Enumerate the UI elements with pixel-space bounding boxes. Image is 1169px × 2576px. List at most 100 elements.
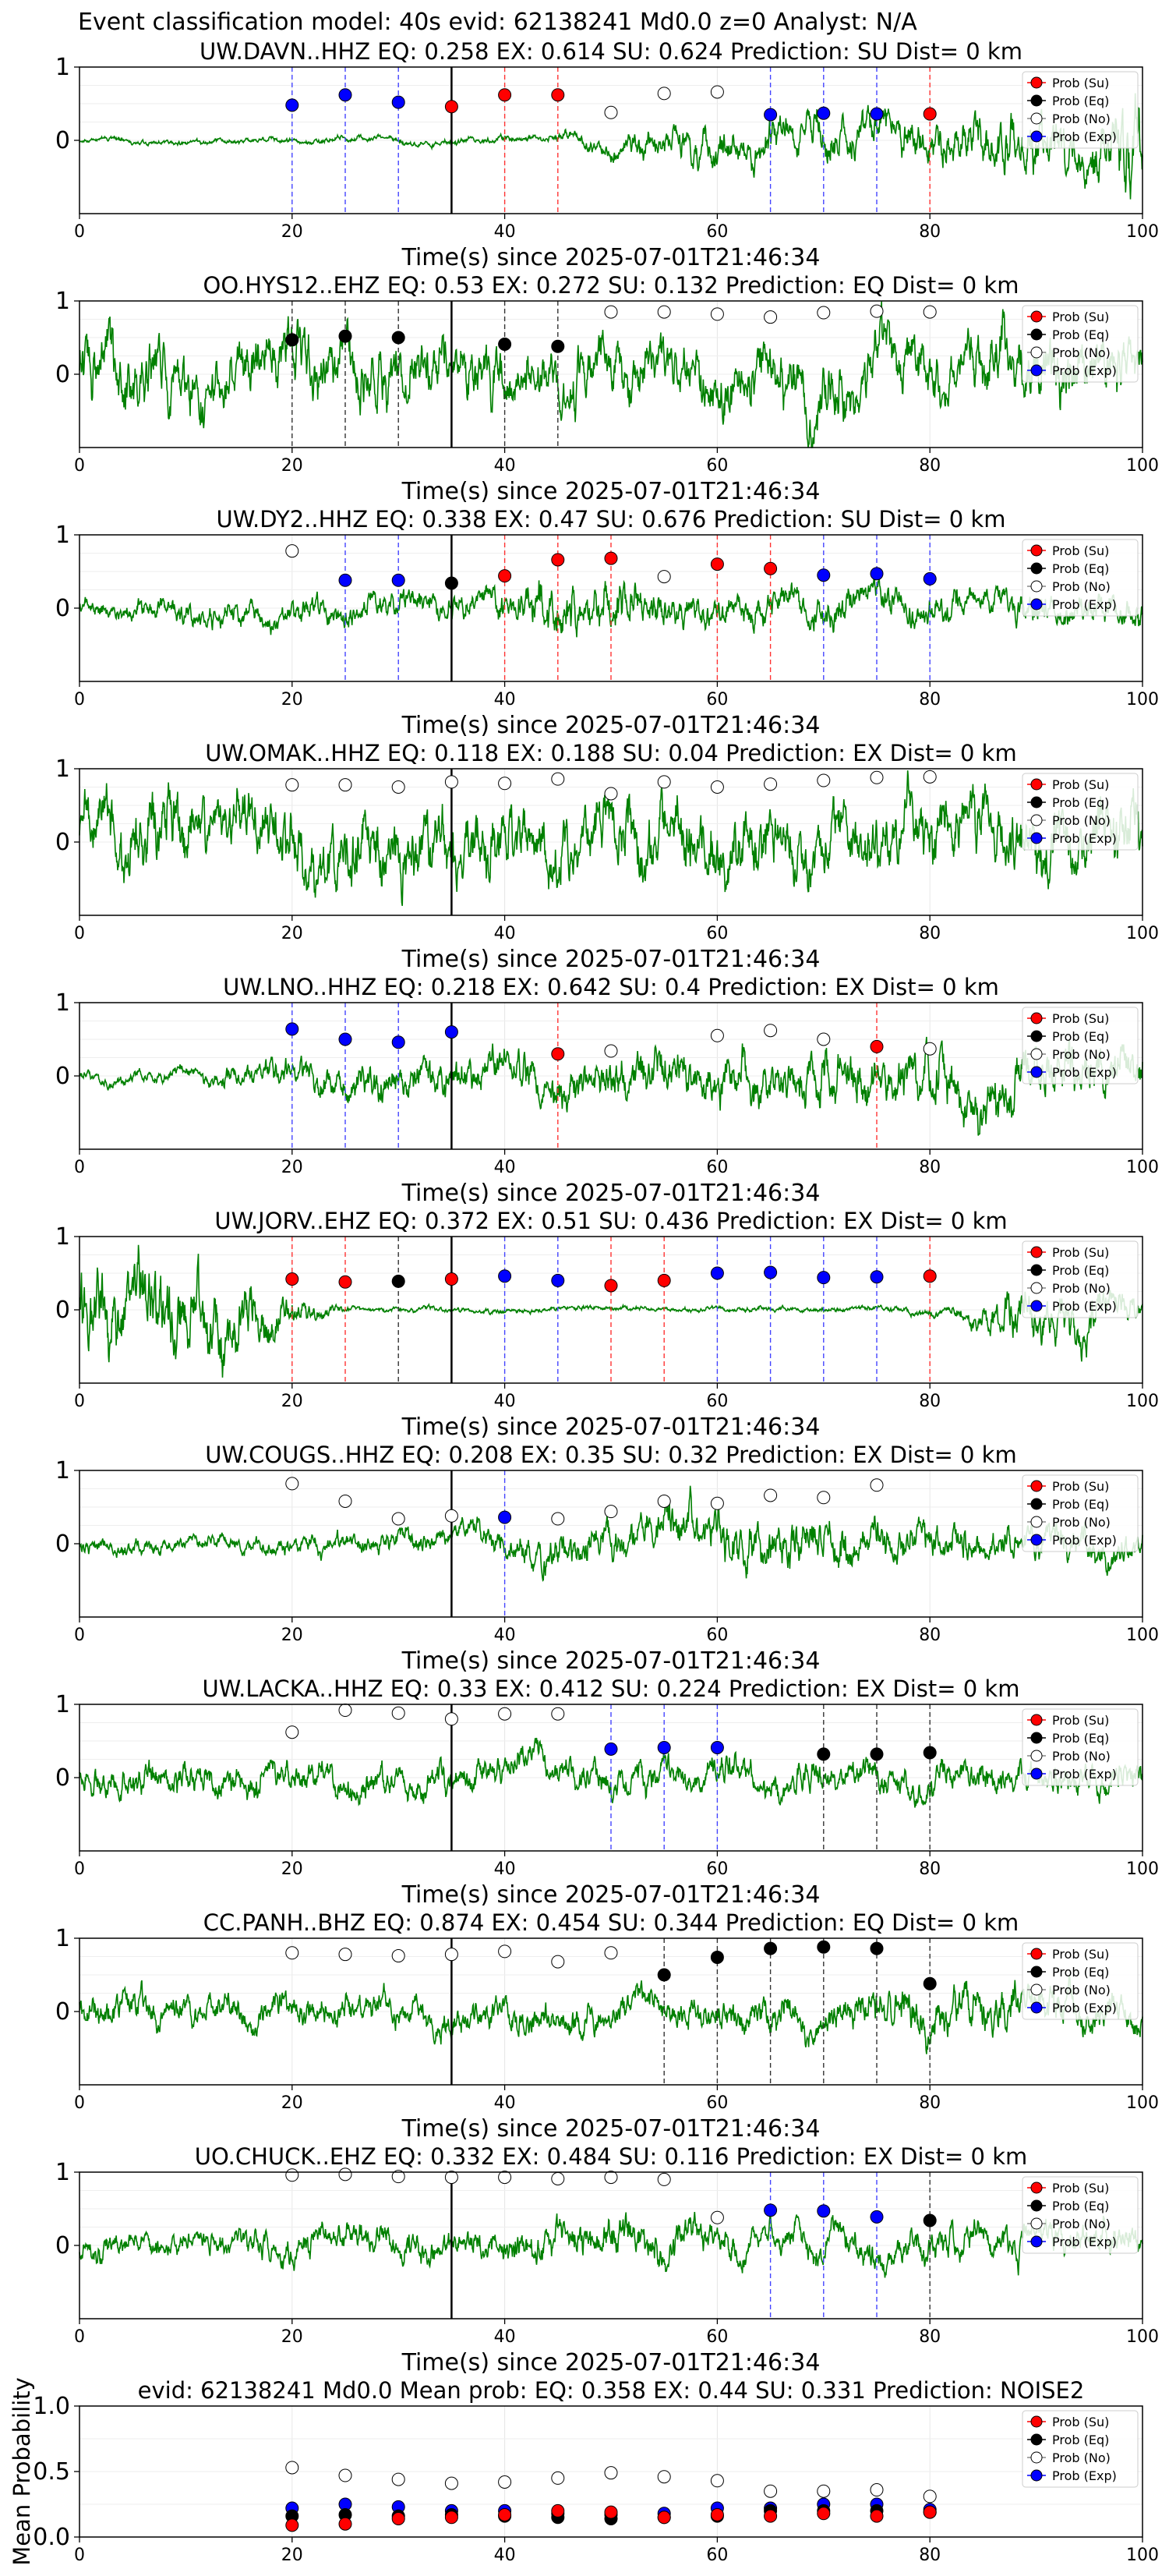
legend-marker-eq xyxy=(1031,563,1042,574)
legend-marker-su xyxy=(1031,311,1042,322)
legend-label: Prob (Eq) xyxy=(1052,561,1109,576)
x-tick-label: 80 xyxy=(919,924,941,943)
figure-title: Event classification model: 40s evid: 62… xyxy=(78,9,917,36)
mean-prob-point-su xyxy=(392,2512,404,2525)
prob-point-no xyxy=(711,86,723,98)
x-tick-label: 100 xyxy=(1126,1158,1159,1177)
prob-point-no xyxy=(445,776,457,788)
x-tick-label: 60 xyxy=(706,2327,728,2347)
legend-label: Prob (No) xyxy=(1052,111,1111,126)
prob-point-no xyxy=(339,1495,351,1507)
legend-marker-no xyxy=(1031,2452,1042,2463)
chart-panel-2: OO.HYS12..EHZ EQ: 0.53 EX: 0.272 SU: 0.1… xyxy=(55,272,1159,505)
y-tick-label: 0 xyxy=(55,1764,70,1792)
mean-prob-point-su xyxy=(445,2511,457,2524)
prob-point-no xyxy=(605,1045,617,1057)
legend-label: Prob (Eq) xyxy=(1052,1497,1109,1512)
legend-marker-eq xyxy=(1031,2434,1042,2445)
mean-prob-point-no xyxy=(339,2469,351,2482)
prob-point-no xyxy=(552,1955,564,1968)
prob-point-ex xyxy=(818,2205,830,2217)
legend-marker-eq xyxy=(1031,1499,1042,1509)
y-tick-label: 1 xyxy=(55,288,70,315)
chart-title: UW.OMAK..HHZ EQ: 0.118 EX: 0.188 SU: 0.0… xyxy=(205,740,1016,766)
x-tick-label: 60 xyxy=(706,1859,728,1879)
x-tick-label: 40 xyxy=(494,222,516,242)
prob-point-eq xyxy=(924,1746,936,1759)
y-tick-label: 0 xyxy=(55,595,70,622)
prob-point-eq xyxy=(765,1942,777,1955)
legend-label: Prob (Exp) xyxy=(1052,1767,1117,1782)
mean-prob-point-no xyxy=(605,2467,617,2479)
x-tick-label: 40 xyxy=(494,456,516,476)
legend-label: Prob (Exp) xyxy=(1052,2468,1117,2483)
prob-point-no xyxy=(765,311,777,324)
prob-point-no xyxy=(658,2173,670,2185)
mean-prob-point-su xyxy=(871,2510,883,2522)
prob-point-eq xyxy=(924,1977,936,1990)
prob-point-no xyxy=(286,1947,298,1959)
x-tick-label: 100 xyxy=(1126,690,1159,709)
y-tick-label: 0 xyxy=(55,127,70,154)
x-tick-label: 60 xyxy=(706,1392,728,1411)
y-axis-label: Mean Probability xyxy=(9,2377,35,2566)
prob-point-eq xyxy=(818,1748,830,1760)
x-tick-label: 40 xyxy=(494,2546,516,2565)
legend-marker-su xyxy=(1031,1481,1042,1491)
mean-prob-point-su xyxy=(818,2507,830,2520)
x-tick-label: 60 xyxy=(706,2093,728,2113)
legend-label: Prob (Su) xyxy=(1052,2181,1109,2196)
prob-point-no xyxy=(605,106,617,119)
x-tick-label: 100 xyxy=(1126,222,1159,242)
prob-point-no xyxy=(871,1479,883,1491)
prob-point-ex xyxy=(499,1270,511,1283)
x-tick-label: 60 xyxy=(706,690,728,709)
waveform-trace xyxy=(79,1486,1143,1580)
prob-point-ex xyxy=(765,2204,777,2217)
chart-panel-5: UW.LNO..HHZ EQ: 0.218 EX: 0.642 SU: 0.4 … xyxy=(55,974,1159,1207)
x-axis-label: Time(s) since 2025-07-01T21:46:34 xyxy=(401,244,821,271)
x-tick-label: 100 xyxy=(1126,1626,1159,1645)
x-axis-label: Time(s) since 2025-07-01T21:46:34 xyxy=(401,2115,821,2143)
mean-prob-point-su xyxy=(339,2518,351,2530)
legend-marker-eq xyxy=(1031,95,1042,106)
legend-label: Prob (Su) xyxy=(1052,1479,1109,1494)
y-tick-label: 0 xyxy=(55,361,70,388)
legend-label: Prob (Su) xyxy=(1052,2415,1109,2429)
y-tick-label: 1 xyxy=(55,1457,70,1484)
x-tick-label: 0 xyxy=(74,222,85,242)
legend-label: Prob (No) xyxy=(1052,579,1111,594)
legend-label: Prob (Eq) xyxy=(1052,2433,1109,2447)
legend-marker-eq xyxy=(1031,2200,1042,2211)
x-tick-label: 80 xyxy=(919,1859,941,1879)
y-tick-label: 1 xyxy=(55,522,70,549)
y-tick-label: 1 xyxy=(55,54,70,81)
x-tick-label: 40 xyxy=(494,1158,516,1177)
legend-marker-no xyxy=(1031,113,1042,124)
legend-marker-eq xyxy=(1031,1966,1042,1977)
legend-marker-no xyxy=(1031,581,1042,592)
prob-point-eq xyxy=(339,330,351,342)
prob-point-no xyxy=(924,306,936,318)
y-tick-label: 1 xyxy=(55,1223,70,1251)
prob-point-ex xyxy=(286,1023,298,1035)
mean-prob-point-no xyxy=(445,2477,457,2489)
x-tick-label: 20 xyxy=(281,690,303,709)
legend-label: Prob (Su) xyxy=(1052,310,1109,324)
legend-label: Prob (Exp) xyxy=(1052,129,1117,144)
x-tick-label: 0 xyxy=(74,1859,85,1879)
prob-point-su xyxy=(605,1279,617,1292)
legend-marker-eq xyxy=(1031,1031,1042,1042)
legend-label: Prob (No) xyxy=(1052,1749,1111,1764)
prob-point-su xyxy=(924,108,936,120)
legend-label: Prob (No) xyxy=(1052,1983,1111,1997)
prob-point-no xyxy=(924,1042,936,1055)
legend-marker-su xyxy=(1031,545,1042,556)
legend-label: Prob (Eq) xyxy=(1052,94,1109,108)
prob-point-eq xyxy=(871,1748,883,1760)
x-tick-label: 40 xyxy=(494,1392,516,1411)
x-tick-label: 100 xyxy=(1126,456,1159,476)
legend-label: Prob (Exp) xyxy=(1052,597,1117,612)
x-tick-label: 80 xyxy=(919,456,941,476)
